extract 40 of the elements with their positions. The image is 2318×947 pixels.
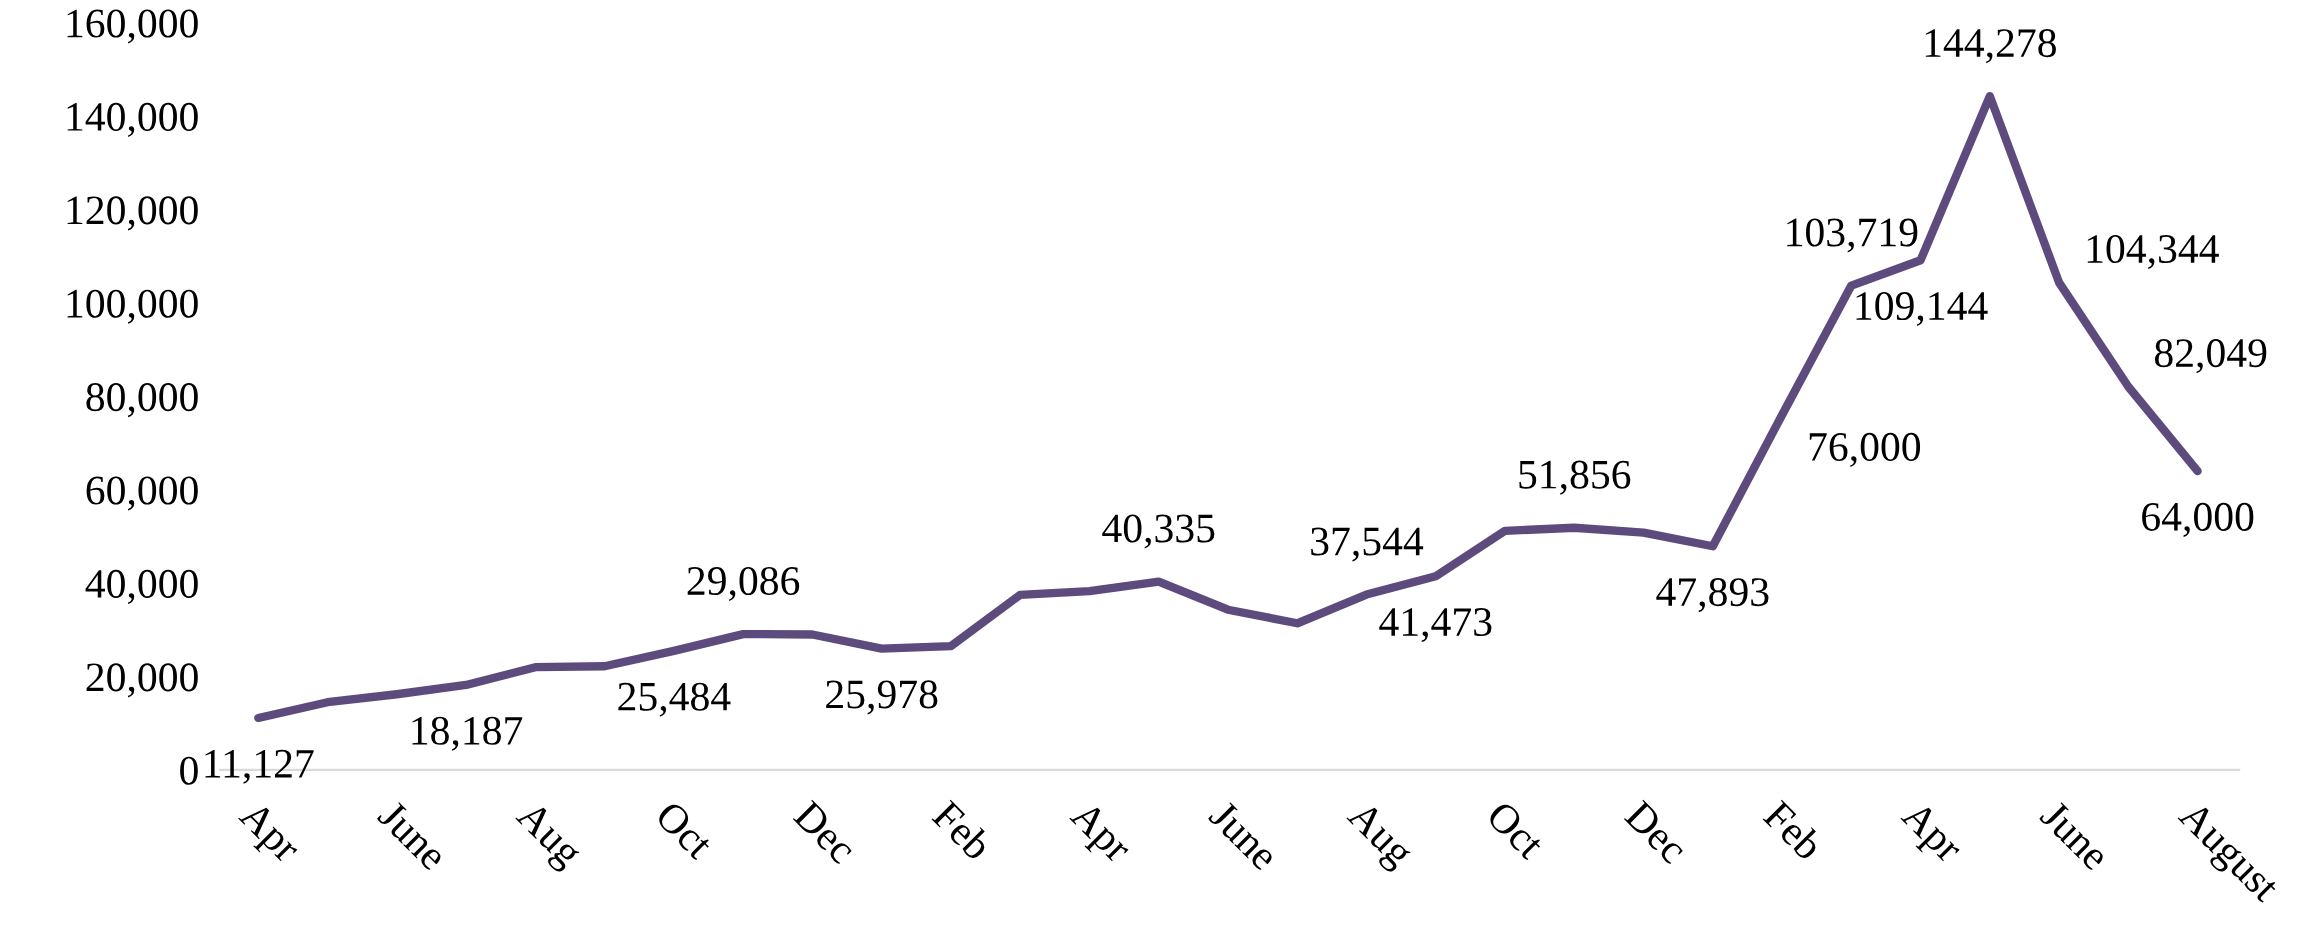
data-label: 25,484	[618, 682, 731, 717]
data-label: 29,086	[687, 566, 800, 602]
data-label: 37,544	[1311, 527, 1424, 562]
data-label: 76,000	[1809, 432, 1921, 467]
y-tick-label: 120,000	[67, 196, 198, 231]
x-tick-label: Aug	[508, 798, 585, 875]
data-label: 104,344	[2087, 234, 2219, 270]
data-label: 109,144	[1856, 291, 1988, 327]
x-tick-label: Oct	[1485, 799, 1547, 861]
y-tick-label: 20,000	[86, 663, 198, 698]
data-label: 25,978	[826, 680, 938, 715]
y-tick-label: 40,000	[85, 569, 198, 604]
y-tick-label: 0	[180, 756, 198, 785]
x-tick-label: Apr	[1063, 798, 1135, 870]
x-tick-label: Feb	[1762, 798, 1826, 862]
y-tick-label: 60,000	[86, 476, 198, 511]
data-label: 103,719	[1787, 218, 1918, 253]
x-tick-label: Dec	[1623, 799, 1689, 865]
data-label: 47,893	[1656, 578, 1769, 613]
y-tick-label: 140,000	[67, 102, 198, 137]
data-label: 41,473	[1379, 608, 1492, 643]
data-label: 82,049	[2154, 339, 2267, 374]
x-tick-label: June	[1207, 799, 1280, 872]
y-tick-label: 100,000	[67, 289, 198, 324]
data-label: 11,127	[205, 749, 314, 784]
data-label: 144,278	[1925, 29, 2056, 64]
x-tick-label: Apr	[1894, 798, 1966, 870]
y-tick-label: 160,000	[67, 9, 198, 44]
x-tick-label: Feb	[931, 798, 994, 862]
x-tick-label: June	[376, 799, 449, 872]
x-tick-label: Aug	[1340, 798, 1416, 875]
data-label: 18,187	[412, 716, 523, 751]
y-tick-label: 80,000	[86, 383, 198, 418]
x-tick-label: June	[2038, 799, 2111, 872]
x-tick-label: Oct	[654, 799, 716, 861]
x-tick-label: Apr	[231, 798, 303, 870]
x-tick-label: Dec	[792, 799, 858, 865]
data-label: 51,856	[1519, 460, 1631, 495]
data-label: 40,335	[1102, 514, 1215, 549]
data-label: 64,000	[2142, 502, 2254, 537]
